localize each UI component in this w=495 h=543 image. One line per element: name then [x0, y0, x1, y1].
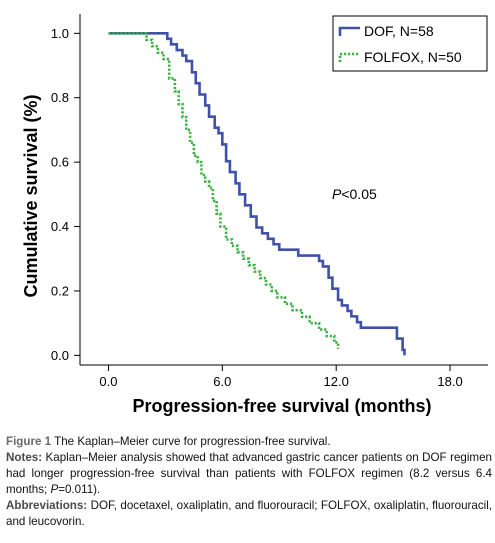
x-tick-label: 6.0: [213, 374, 231, 389]
notes-text-2: =0.011).: [58, 483, 101, 496]
y-tick-label: 0.0: [51, 348, 69, 363]
figure-caption: Figure 1 The Kaplan–Meier curve for prog…: [6, 434, 492, 530]
legend: DOF, N=58 FOLFOX, N=50: [332, 15, 488, 72]
x-tick-label: 12.0: [324, 374, 349, 389]
notes-text-1: Kaplan–Meier analysis showed that advanc…: [6, 451, 492, 496]
y-tick-label: 0.6: [51, 155, 69, 170]
abbreviations-label: Abbreviations:: [6, 499, 88, 512]
legend-swatch: [338, 52, 360, 62]
legend-swatch: [338, 26, 360, 36]
notes-p-symbol: P: [50, 483, 59, 496]
figure-title: The Kaplan–Meier curve for progression-f…: [54, 435, 331, 448]
chart-series: [108, 32, 406, 356]
figure-label: Figure 1: [6, 435, 52, 448]
caption-abbreviations: Abbreviations: DOF, docetaxel, oxaliplat…: [6, 498, 492, 530]
y-tick-label: 1.0: [51, 26, 69, 41]
legend-box: [332, 15, 488, 72]
y-tick-label: 0.4: [51, 219, 69, 234]
chart-ticks: 0.0 0.2 0.4 0.6 0.8 1.0 0.0 6.0 12.0 18.0: [51, 26, 463, 389]
caption-title-line: Figure 1 The Kaplan–Meier curve for prog…: [6, 434, 492, 450]
p-value-symbol: P: [332, 186, 342, 202]
legend-entry-label: DOF, N=58: [364, 23, 434, 39]
p-value-annotation: P<0.05: [332, 186, 377, 202]
series-line-folfox: [108, 32, 340, 349]
notes-label: Notes:: [6, 451, 43, 464]
abbreviations-text: DOF, docetaxel, oxaliplatin, and fluorou…: [6, 499, 492, 528]
x-tick-label: 0.0: [99, 374, 117, 389]
y-tick-label: 0.8: [51, 90, 69, 105]
x-tick-label: 18.0: [437, 374, 462, 389]
legend-entry-label: FOLFOX, N=50: [364, 49, 462, 65]
chart-axes: [79, 14, 488, 366]
caption-notes: Notes: Kaplan–Meier analysis showed that…: [6, 450, 492, 498]
y-tick-label: 0.2: [51, 283, 69, 298]
y-axis-label: Cumulative survival (%): [21, 94, 41, 297]
p-value-text: <0.05: [341, 186, 377, 202]
x-axis-label: Progression-free survival (months): [132, 396, 431, 416]
series-line-dof: [108, 32, 406, 356]
kaplan-meier-chart: 0.0 0.2 0.4 0.6 0.8 1.0 0.0 6.0 12.0 18.0 Cumulat…: [21, 14, 488, 416]
